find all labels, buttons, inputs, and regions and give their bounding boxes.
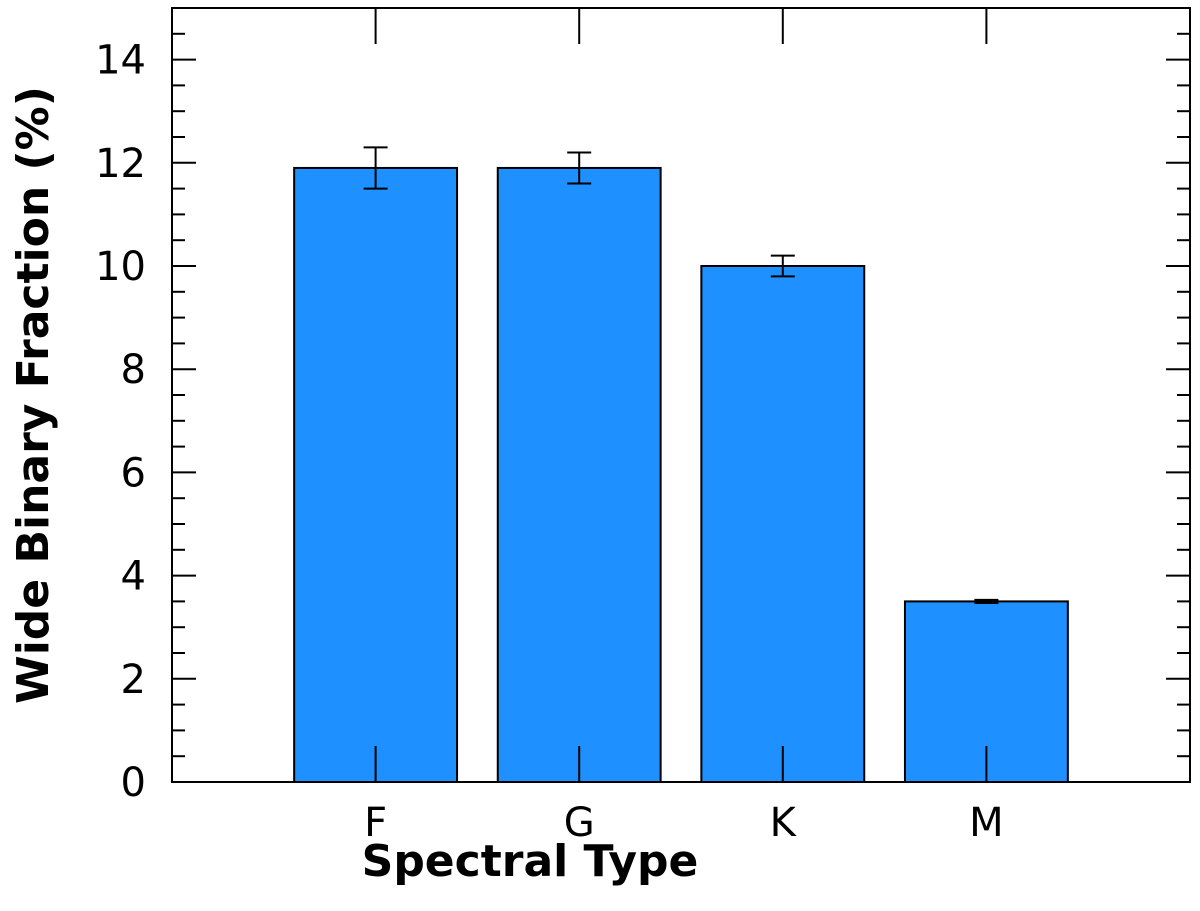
y-tick-label: 14: [95, 38, 146, 84]
y-tick-label: 8: [121, 347, 146, 393]
y-tick-label: 12: [95, 141, 146, 187]
x-axis-label: Spectral Type: [362, 836, 699, 887]
y-tick-label: 2: [121, 657, 146, 703]
x-tick-label: G: [564, 800, 595, 846]
y-axis-label: Wide Binary Fraction (%): [8, 86, 59, 704]
x-tick-label: F: [364, 800, 387, 846]
y-tick-label: 4: [121, 554, 146, 600]
x-tick-label: K: [770, 800, 798, 846]
bar: [293, 166, 459, 783]
bar: [700, 265, 866, 783]
y-tick-label: 0: [121, 760, 146, 806]
plot-frame: [171, 7, 1191, 783]
bar: [496, 166, 662, 783]
y-tick-label: 10: [95, 244, 146, 290]
y-tick-label: 6: [121, 450, 146, 496]
x-tick-label: M: [969, 800, 1004, 846]
